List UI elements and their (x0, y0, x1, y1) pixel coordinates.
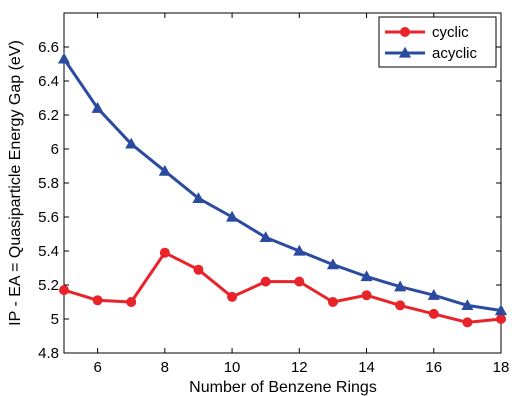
data-point (398, 46, 412, 58)
legend-label: cyclic (432, 24, 469, 41)
y-tick-label: 6 (51, 141, 59, 158)
data-point (260, 276, 271, 287)
data-point (327, 297, 338, 307)
x-tick-label: 12 (291, 359, 308, 376)
data-point (428, 308, 439, 319)
data-point (158, 164, 171, 176)
y-tick-label: 5.8 (38, 175, 59, 192)
series-line (63, 251, 502, 324)
data-point (294, 276, 305, 287)
data-point (400, 27, 410, 37)
legend-item-acyclic: acyclic (385, 45, 478, 62)
legend-label: acyclic (432, 45, 478, 62)
data-point (326, 258, 339, 270)
data-point (226, 210, 239, 222)
data-point (394, 280, 407, 292)
series-cyclic (59, 247, 506, 328)
data-point (91, 101, 104, 113)
x-tick-label: 8 (161, 359, 169, 376)
data-point (360, 270, 373, 282)
y-tick-label: 5.6 (38, 209, 59, 226)
x-tick-label: 14 (358, 359, 375, 376)
y-tick-label: 6.4 (38, 73, 59, 90)
data-point (59, 285, 69, 296)
data-point (227, 291, 238, 302)
x-axis-title: Number of Benzene Rings (189, 379, 377, 396)
data-point (92, 295, 103, 306)
data-point (395, 300, 406, 311)
data-point (192, 192, 205, 203)
data-point (293, 244, 306, 256)
y-tick-label: 4.8 (38, 345, 59, 362)
x-tick-label: 16 (425, 359, 442, 376)
legend-item-cyclic: cyclic (385, 24, 469, 41)
y-tick-label: 6.6 (38, 39, 59, 56)
y-tick-label: 5.2 (38, 277, 59, 294)
data-point (57, 52, 71, 64)
data-point (125, 137, 138, 149)
data-point (159, 247, 170, 258)
x-tick-label: 6 (93, 359, 101, 376)
axis-ticks: 6 8 10 12 14 16 18 4.8 5 5.2 5.4 5.6 5.8 6 6.2 6.4 6.6 (38, 13, 509, 376)
data-point (494, 304, 508, 316)
y-tick-label: 5 (51, 311, 59, 328)
data-point (193, 264, 204, 275)
data-point (427, 288, 440, 300)
legend: cyclic acyclic (378, 16, 497, 68)
legend-box (378, 16, 497, 68)
y-tick-label: 6.2 (38, 107, 59, 124)
data-point (259, 231, 272, 243)
data-point (461, 299, 474, 311)
data-point (462, 317, 473, 328)
series-layer (57, 52, 508, 328)
x-tick-label: 10 (224, 359, 241, 376)
x-tick-label: 18 (493, 359, 510, 376)
data-point (496, 314, 506, 324)
data-point (126, 297, 137, 307)
y-axis-title: IP - EA = Quasiparticle Energy Gap (eV) (7, 40, 24, 326)
y-tick-label: 5.4 (38, 243, 59, 260)
series-acyclic (57, 52, 508, 316)
data-point (361, 290, 372, 301)
